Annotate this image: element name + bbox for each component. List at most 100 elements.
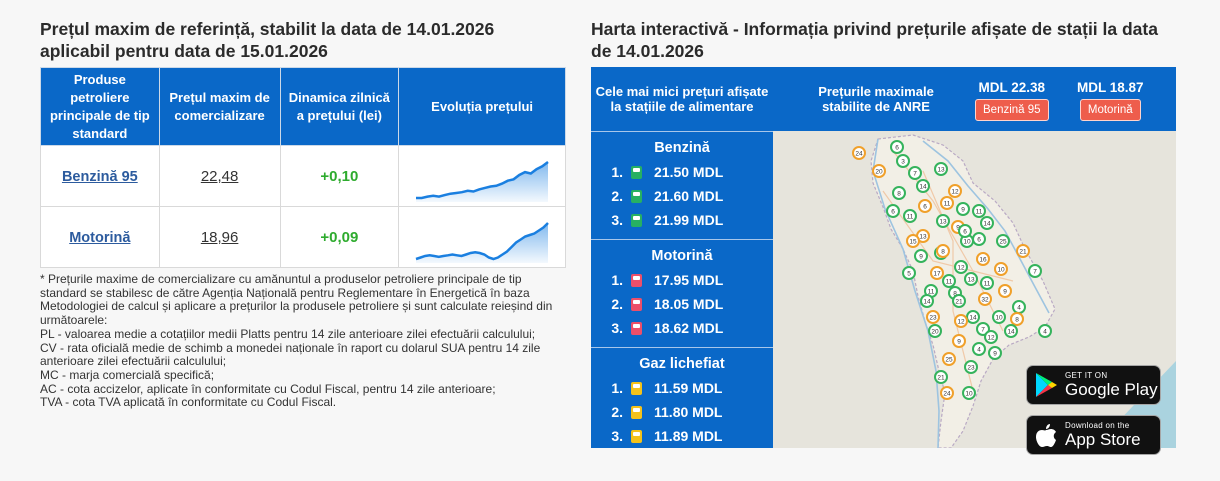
list-item[interactable]: 2. 18.05 MDL	[611, 296, 724, 312]
fuel-pump-icon	[631, 273, 642, 287]
station-marker[interactable]	[934, 162, 948, 176]
max-price-value: 22,48	[158, 145, 281, 207]
station-marker[interactable]	[964, 272, 978, 286]
station-marker[interactable]	[892, 186, 906, 200]
station-marker[interactable]	[930, 266, 944, 280]
fuel-badge[interactable]: Benzină 95	[975, 99, 1049, 121]
station-marker-count: 10	[995, 315, 1003, 322]
station-marker[interactable]	[916, 179, 930, 193]
list-item[interactable]: 1. 17.95 MDL	[611, 272, 724, 288]
station-marker[interactable]	[872, 164, 886, 178]
station-marker[interactable]	[942, 352, 956, 366]
station-marker[interactable]	[952, 294, 966, 308]
station-marker[interactable]	[940, 386, 954, 400]
station-marker[interactable]	[1010, 312, 1024, 326]
station-marker[interactable]	[988, 346, 1002, 360]
station-marker-count: 9	[957, 339, 961, 346]
station-marker[interactable]	[954, 260, 968, 274]
daily-change-value: +0,09	[279, 206, 400, 268]
station-marker-count: 13	[937, 167, 945, 174]
station-marker-count: 7	[981, 327, 985, 334]
station-marker[interactable]	[1004, 324, 1018, 338]
map-markers[interactable]: 2463201371214861113914613101116129171113…	[852, 140, 1052, 400]
station-marker[interactable]	[1016, 244, 1030, 258]
station-marker[interactable]	[940, 196, 954, 210]
list-item[interactable]: 1. 11.59 MDL	[611, 380, 723, 396]
station-marker[interactable]	[903, 209, 917, 223]
max-price-benzina: MDL 22.38 Benzină 95	[975, 80, 1049, 121]
app-store-button[interactable]: Download on the App Store	[1026, 415, 1161, 455]
station-marker-count: 11	[984, 281, 991, 288]
list-item[interactable]: 3. 11.89 MDL	[611, 428, 723, 444]
station-marker[interactable]	[980, 216, 994, 230]
station-marker[interactable]	[920, 294, 934, 308]
fuel-pump-icon	[631, 429, 642, 443]
station-marker-count: 4	[1043, 329, 1047, 336]
col-header-product: Produse petroliere principale de tip sta…	[40, 67, 160, 146]
station-marker[interactable]	[980, 276, 994, 290]
station-marker[interactable]	[998, 284, 1012, 298]
station-marker[interactable]	[886, 204, 900, 218]
station-marker[interactable]	[936, 244, 950, 258]
station-marker-count: 9	[993, 351, 997, 358]
station-marker[interactable]	[978, 292, 992, 306]
station-marker[interactable]	[976, 252, 990, 266]
station-marker[interactable]	[896, 154, 910, 168]
product-link-benzina[interactable]: Benzină 95	[61, 168, 138, 185]
product-link-motorina[interactable]: Motorină	[69, 229, 131, 246]
list-item[interactable]: 2. 21.60 MDL	[611, 188, 724, 204]
station-marker[interactable]	[908, 166, 922, 180]
station-marker-count: 10	[963, 239, 971, 246]
station-marker[interactable]	[962, 386, 976, 400]
fuel-badge[interactable]: Motorină	[1079, 99, 1141, 121]
station-marker[interactable]	[1038, 324, 1052, 338]
station-marker[interactable]	[934, 370, 948, 384]
station-marker-count: 9	[956, 225, 960, 232]
station-marker-count: 14	[923, 299, 931, 306]
station-marker-count: 11	[928, 289, 935, 296]
station-marker[interactable]	[992, 310, 1006, 324]
fuel-section-title: Motorină	[651, 248, 713, 264]
station-marker[interactable]	[964, 360, 978, 374]
station-marker-count: 20	[931, 329, 939, 336]
station-marker[interactable]	[996, 234, 1010, 248]
station-marker-count: 12	[987, 335, 995, 342]
fuel-section-benzina: Benzină 1. 21.50 MDL 2. 21.60 MDL 3. 21.99 …	[591, 131, 773, 239]
station-marker[interactable]	[994, 262, 1008, 276]
station-marker[interactable]	[918, 199, 932, 213]
station-marker[interactable]	[926, 310, 940, 324]
google-play-button[interactable]: GET IT ON Google Play	[1026, 365, 1161, 405]
table-row: Motorină 18,96 +0,09	[40, 206, 566, 268]
list-item[interactable]: 3. 21.99 MDL	[611, 212, 724, 228]
station-marker[interactable]	[902, 266, 916, 280]
station-marker[interactable]	[954, 314, 968, 328]
station-marker-count: 6	[895, 145, 899, 152]
list-item[interactable]: 1. 21.50 MDL	[611, 164, 724, 180]
station-marker[interactable]	[976, 322, 990, 336]
station-marker[interactable]	[948, 184, 962, 198]
list-item[interactable]: 3. 18.62 MDL	[611, 320, 724, 336]
station-marker[interactable]	[890, 140, 904, 154]
station-marker[interactable]	[936, 214, 950, 228]
station-marker[interactable]	[952, 334, 966, 348]
station-marker-count: 11	[944, 201, 951, 208]
station-marker[interactable]	[958, 224, 972, 238]
station-marker[interactable]	[984, 330, 998, 344]
station-marker[interactable]	[966, 310, 980, 324]
station-marker[interactable]	[906, 234, 920, 248]
max-price-motorina: MDL 18.87 Motorină	[1077, 80, 1144, 121]
station-marker-count: 6	[963, 229, 967, 236]
station-marker[interactable]	[852, 146, 866, 160]
station-marker[interactable]	[972, 204, 986, 218]
station-marker[interactable]	[972, 342, 986, 356]
station-marker-count: 11	[946, 279, 953, 286]
station-marker[interactable]	[956, 202, 970, 216]
fuel-pump-icon	[631, 189, 642, 203]
station-marker[interactable]	[914, 249, 928, 263]
station-marker[interactable]	[928, 324, 942, 338]
list-item[interactable]: 2. 11.80 MDL	[611, 404, 723, 420]
station-marker[interactable]	[942, 274, 956, 288]
price-trend-sparkline	[415, 222, 549, 263]
note-line: PL - valoarea medie a cotațiilor medii P…	[40, 326, 536, 341]
station-marker[interactable]	[1028, 264, 1042, 278]
